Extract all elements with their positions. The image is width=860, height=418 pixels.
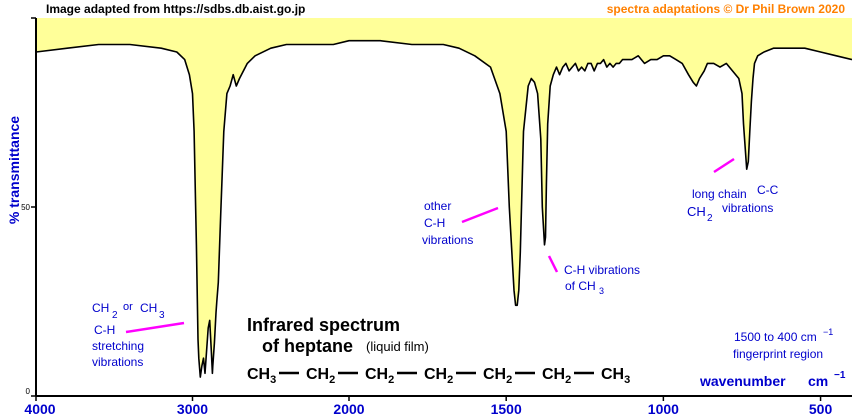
- annotation-ch3-vibrations: C-H vibrations of CH 3: [547, 255, 640, 296]
- chart-title-line1: Infrared spectrum: [247, 315, 400, 335]
- annotation-fingerprint-line1-sup: −1: [823, 327, 833, 337]
- annotation-other-line1: other: [424, 199, 451, 213]
- heptane-formula: CH3 CH2 CH2 CH2 CH2 CH2 CH3: [247, 366, 630, 386]
- annotation-long-chain-line2-sub: 2: [707, 213, 713, 224]
- annotation-fingerprint-line1: 1500 to 400 cm: [734, 330, 817, 344]
- annotation-other-pointer: [461, 206, 499, 224]
- annotation-long-chain-line1-b: C-C: [757, 183, 779, 197]
- annotation-other-line3: vibrations: [422, 233, 473, 247]
- x-axis-unit: cm: [808, 373, 828, 389]
- chart-title-note: (liquid film): [366, 339, 429, 354]
- transmittance-trace: [36, 39, 852, 378]
- formula-group: CH3: [247, 366, 276, 386]
- annotation-ch-pointer: [125, 321, 185, 334]
- annotation-ch-line3: stretching: [92, 339, 144, 353]
- annotation-ch-line1-b: CH: [140, 301, 157, 315]
- formula-group: CH3: [601, 366, 630, 386]
- annotation-ch3-line1: C-H vibrations: [564, 263, 640, 277]
- y-tick-label: 0: [26, 387, 31, 396]
- x-tick-label: 1000: [648, 401, 679, 417]
- annotation-long-chain-line2-a: CH: [687, 204, 706, 219]
- annotation-other-line2: C-H: [424, 216, 445, 230]
- annotation-long-chain-line1-a: long chain: [692, 187, 747, 201]
- annotation-ch-line1-a: CH: [92, 301, 109, 315]
- source-note: Image adapted from https://sdbs.db.aist.…: [46, 2, 305, 16]
- x-tick-label: 3000: [177, 401, 208, 417]
- annotation-ch3-pointer: [547, 255, 559, 273]
- x-axis-unit-exponent: −1: [834, 370, 846, 381]
- annotation-ch-line1-sub2: 3: [159, 310, 165, 321]
- y-axis-label: % transmittance: [6, 116, 22, 224]
- plot-background: [36, 18, 852, 396]
- annotation-other-ch: other C-H vibrations: [422, 199, 499, 247]
- annotation-long-chain: long chain C-C CH 2 vibrations: [687, 157, 779, 224]
- annotation-fingerprint: 1500 to 400 cm −1 fingerprint region: [733, 327, 833, 361]
- x-axis-ticks: 4000 3000 2000 1500 1000 500: [24, 396, 832, 417]
- formula-group: CH2: [424, 366, 453, 386]
- formula-group: CH2: [306, 366, 335, 386]
- annotation-fingerprint-line2: fingerprint region: [733, 347, 823, 361]
- x-tick-label: 500: [809, 401, 833, 417]
- annotation-ch-line2: C-H: [94, 323, 115, 337]
- formula-group: CH2: [542, 366, 571, 386]
- annotation-ch-line1-or: or: [123, 301, 133, 313]
- y-tick-label: 50: [21, 203, 30, 212]
- x-tick-label: 4000: [24, 401, 55, 417]
- chart-title-line2: of heptane: [262, 336, 353, 356]
- formula-group: CH2: [365, 366, 394, 386]
- x-axis-label-text: wavenumber: [699, 373, 786, 389]
- annotation-long-chain-line2-b: vibrations: [722, 201, 773, 215]
- transmittance-fill-area: [36, 18, 852, 378]
- annotation-long-chain-pointer: [713, 157, 735, 174]
- annotation-ch3-line2-sub: 3: [599, 286, 604, 296]
- x-axis-label: wavenumber cm −1: [699, 370, 846, 389]
- formula-group: CH2: [483, 366, 512, 386]
- y-axis-ticks: 50 0: [21, 17, 36, 397]
- annotation-ch3-line2: of CH: [565, 279, 596, 293]
- annotation-ch-line1-sub: 2: [112, 310, 118, 321]
- x-tick-label: 1500: [491, 401, 522, 417]
- annotation-ch-stretching: CH 2 or CH 3 C-H stretching vibrations: [92, 301, 185, 369]
- annotation-ch-line4: vibrations: [92, 355, 143, 369]
- copyright-note: spectra adaptations © Dr Phil Brown 2020: [607, 2, 846, 16]
- x-tick-label: 2000: [333, 401, 364, 417]
